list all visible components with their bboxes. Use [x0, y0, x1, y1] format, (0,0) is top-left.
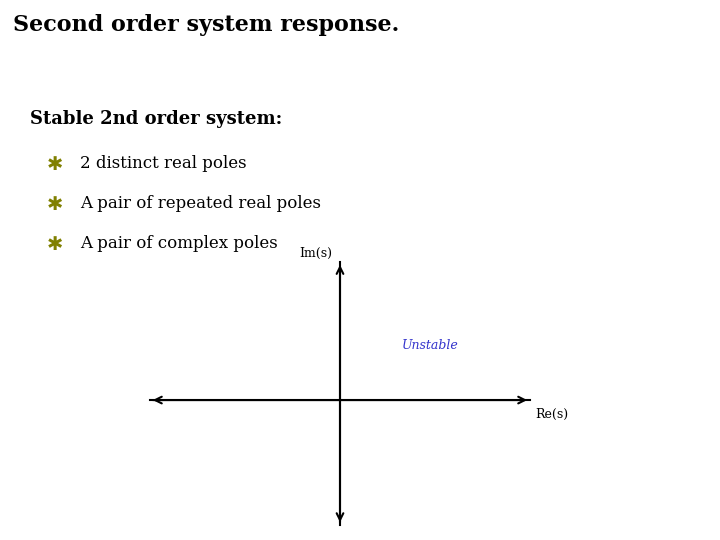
Text: ✱: ✱	[47, 155, 63, 174]
Text: 2 distinct real poles: 2 distinct real poles	[80, 155, 247, 172]
Text: Second order system response.: Second order system response.	[13, 14, 399, 36]
Text: A pair of repeated real poles: A pair of repeated real poles	[80, 195, 321, 212]
Bar	[340, 262, 530, 525]
Text: A pair of complex poles: A pair of complex poles	[80, 235, 278, 252]
Text: Re(s): Re(s)	[535, 408, 568, 421]
Text: Unstable: Unstable	[402, 339, 459, 352]
Text: ✱: ✱	[47, 195, 63, 214]
Text: ✱: ✱	[47, 235, 63, 254]
Text: Im(s): Im(s)	[299, 247, 332, 260]
Text: Stable 2nd order system:: Stable 2nd order system:	[30, 110, 282, 128]
